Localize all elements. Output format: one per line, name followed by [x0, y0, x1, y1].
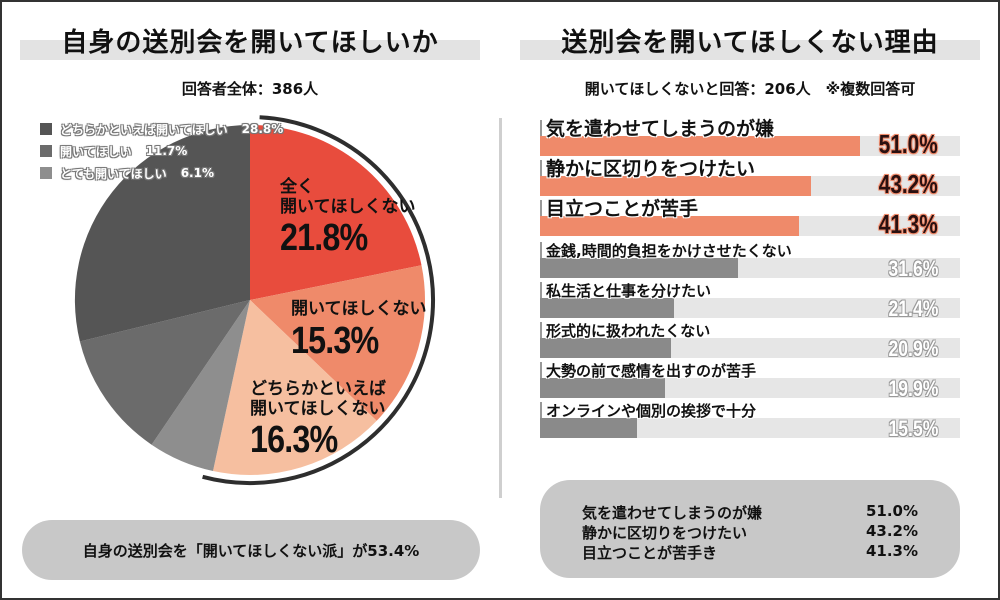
bar-value: 15.5% — [888, 416, 938, 441]
bar-label: 気を遣わせてしまうのが嫌 — [546, 118, 775, 140]
bar-fill — [540, 258, 738, 278]
bar-label: 目立つことが苦手 — [546, 198, 699, 220]
pie-chart — [74, 115, 436, 486]
pie-slice-rather-want — [74, 124, 250, 342]
pie-label-not-at-all: 全く 開いてほしくない 21.8% — [280, 177, 416, 261]
legend-label: どちらかといえば開いてほしい — [60, 122, 228, 137]
bar-fill — [540, 378, 665, 398]
legend-swatch — [40, 167, 52, 179]
pie-label-text: 開いてほしくない — [250, 398, 386, 419]
bar-row: 形式的に扱われたくない 20.9% — [540, 318, 960, 361]
pie-label-text: どちらかといえば — [250, 379, 386, 399]
legend-value: 11.7% — [145, 144, 188, 158]
bar-fill — [540, 418, 637, 438]
bar-chart-subtitle: 開いてほしくないと回答：206人 ※複数回答可 — [584, 80, 916, 98]
bar-row: 金銭,時間的負担をかけさせたくない 31.6% — [540, 238, 960, 281]
summary-label: 気を遣わせてしまうのが嫌 — [582, 504, 763, 522]
pie-label-value: 16.3% — [250, 419, 338, 462]
bar-tick — [540, 120, 542, 136]
pie-slice-rather-not — [213, 300, 377, 475]
bar-tick — [540, 402, 542, 418]
legend-item-strongly-want: とても開いてほしい 6.1% — [40, 162, 283, 184]
bar-fill — [540, 298, 674, 318]
pie-label-do-not-want: 開いてほしくない 15.3% — [291, 299, 427, 363]
reasons-summary-pill: 気を遣わせてしまうのが嫌 51.0% 静かに区切りをつけたい 43.2% 目立つ… — [540, 480, 960, 578]
bar-tick — [540, 322, 542, 338]
bar-row: 私生活と仕事を分けたい 21.4% — [540, 278, 960, 321]
summary-label: 静かに区切りをつけたい — [582, 524, 748, 542]
pie-label-value: 15.3% — [291, 319, 379, 362]
summary-value: 51.0% — [865, 502, 918, 520]
bar-row: 静かに区切りをつけたい 43.2% — [540, 156, 960, 199]
legend-item-want: 開いてほしい 11.7% — [40, 140, 283, 162]
pie-slice-want — [79, 300, 251, 445]
legend-label: とても開いてほしい — [60, 166, 167, 181]
bar-chart-title: 送別会を開いてほしくない理由 — [561, 28, 939, 58]
bar-value: 19.9% — [888, 376, 938, 401]
bar-fill — [540, 176, 811, 196]
pie-slice-not-at-all — [250, 125, 422, 300]
bar-value: 51.0% — [879, 129, 938, 159]
pie-slice-strongly-want — [151, 300, 250, 471]
legend-label: 開いてほしい — [60, 144, 132, 159]
bar-fill — [540, 338, 671, 358]
bar-value: 21.4% — [888, 296, 938, 321]
pie-slice-do-not-want — [250, 265, 426, 421]
bar-fill — [540, 216, 799, 236]
pie-chart-title: 自身の送別会を開いてほしいか — [61, 28, 439, 58]
bar-label: 形式的に扱われたくない — [546, 322, 711, 340]
left-panel-header: 自身の送別会を開いてほしいか — [20, 14, 480, 62]
bar-value: 43.2% — [879, 169, 938, 199]
pie-label-text: 全く — [280, 177, 314, 197]
bar-tick — [540, 282, 542, 298]
bar-tick — [540, 160, 542, 176]
summary-value: 43.2% — [865, 522, 918, 540]
pie-legend: どちらかといえば開いてほしい 28.8% 開いてほしい 11.7% とても開いて… — [40, 118, 283, 184]
pie-label-value: 21.8% — [280, 217, 368, 260]
bar-value: 31.6% — [888, 256, 938, 281]
bar-value: 20.9% — [888, 336, 938, 361]
bar-tick — [540, 242, 542, 258]
pie-label-text: 開いてほしくない — [291, 299, 427, 319]
summary-label: 目立つことが苦手き — [582, 544, 718, 562]
bar-label: 静かに区切りをつけたい — [546, 158, 756, 180]
summary-row: 静かに区切りをつけたい 43.2% — [582, 522, 918, 542]
title-band — [520, 40, 980, 60]
legend-value: 28.8% — [241, 122, 284, 136]
title-band — [20, 40, 480, 60]
pie-summary-text: 自身の送別会を「開いてほしくない派」が53.4% — [82, 541, 420, 560]
bar-tick — [540, 362, 542, 378]
bar-tick — [540, 200, 542, 216]
legend-swatch — [40, 145, 52, 157]
legend-value: 6.1% — [180, 166, 214, 180]
bar-label: 大勢の前で感情を出すのが苦手 — [546, 362, 757, 380]
panel-divider — [499, 118, 502, 498]
summary-row: 目立つことが苦手き 41.3% — [582, 542, 918, 562]
bar-fill — [540, 136, 860, 156]
bar-track — [540, 418, 960, 438]
bar-label: 私生活と仕事を分けたい — [546, 282, 712, 300]
bar-label: オンラインや個別の挨拶で十分 — [546, 402, 757, 420]
pie-chart-subtitle: 回答者全体：386人 — [181, 80, 319, 98]
pie-label-text: 開いてほしくない — [280, 196, 416, 217]
bar-row: 気を遣わせてしまうのが嫌 51.0% — [540, 116, 960, 159]
summary-value: 41.3% — [865, 542, 918, 560]
summary-row: 気を遣わせてしまうのが嫌 51.0% — [582, 502, 918, 522]
legend-swatch — [40, 123, 52, 135]
bar-row: オンラインや個別の挨拶で十分 15.5% — [540, 398, 960, 441]
pie-label-rather-not: どちらかといえば 開いてほしくない 16.3% — [250, 379, 386, 463]
pie-summary-pill: 自身の送別会を「開いてほしくない派」が53.4% — [22, 520, 480, 580]
not-want-highlight-arc — [202, 115, 436, 486]
legend-item-rather-want: どちらかといえば開いてほしい 28.8% — [40, 118, 283, 140]
right-panel-header: 送別会を開いてほしくない理由 — [520, 14, 980, 62]
bar-row: 大勢の前で感情を出すのが苦手 19.9% — [540, 358, 960, 401]
bar-value: 41.3% — [879, 209, 938, 239]
bar-label: 金銭,時間的負担をかけさせたくない — [546, 242, 792, 260]
bar-row: 目立つことが苦手 41.3% — [540, 196, 960, 239]
